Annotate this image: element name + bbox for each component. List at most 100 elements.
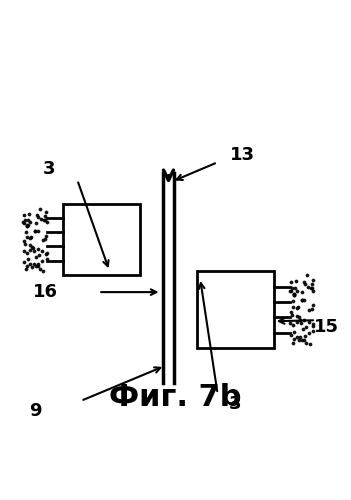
Point	[29, 263, 35, 271]
Point	[34, 211, 40, 219]
Point	[308, 284, 314, 292]
Point	[24, 228, 29, 235]
Point	[302, 332, 307, 340]
Point	[38, 214, 44, 222]
Point	[311, 320, 316, 328]
Point	[289, 284, 294, 292]
Point	[304, 272, 310, 280]
Point	[306, 330, 311, 338]
Point	[302, 316, 307, 324]
Point	[35, 227, 40, 235]
Point	[311, 286, 316, 294]
Point	[305, 282, 310, 290]
Point	[310, 302, 316, 310]
Point	[38, 204, 43, 212]
Text: 13: 13	[230, 146, 255, 164]
Point	[25, 222, 30, 230]
Point	[299, 288, 305, 296]
Point	[300, 324, 306, 332]
Point	[310, 322, 316, 330]
Point	[288, 278, 293, 286]
Point	[297, 316, 303, 324]
Point	[31, 260, 37, 268]
Point	[43, 208, 49, 216]
Point	[292, 284, 298, 292]
Point	[310, 276, 316, 283]
Point	[287, 318, 293, 326]
Point	[33, 220, 38, 228]
Point	[296, 314, 302, 322]
Point	[29, 242, 35, 250]
Point	[27, 234, 33, 242]
Point	[35, 212, 41, 220]
Point	[291, 290, 297, 298]
Point	[37, 266, 42, 274]
Point	[43, 212, 48, 220]
Point	[287, 286, 293, 294]
Point	[311, 327, 316, 335]
Point	[293, 277, 299, 285]
Point	[301, 278, 307, 286]
Point	[21, 247, 26, 255]
Bar	[63, 204, 140, 274]
Point	[25, 256, 31, 264]
Point	[306, 318, 312, 326]
Point	[294, 286, 300, 294]
Point	[288, 331, 294, 339]
Point	[298, 319, 304, 327]
Point	[27, 246, 33, 254]
Point	[309, 305, 315, 313]
Point	[294, 312, 300, 320]
Text: 15: 15	[314, 318, 339, 336]
Point	[39, 257, 45, 265]
Point	[39, 246, 45, 254]
Point	[291, 336, 297, 344]
Point	[31, 244, 36, 252]
Text: 3: 3	[229, 396, 241, 413]
Point	[303, 324, 309, 332]
Point	[27, 260, 33, 268]
Point	[41, 216, 47, 224]
Point	[25, 262, 30, 270]
Point	[302, 336, 307, 344]
Point	[33, 262, 39, 270]
Text: 9: 9	[29, 402, 41, 420]
Point	[22, 216, 28, 224]
Point	[44, 254, 49, 262]
Point	[35, 260, 41, 268]
Point	[292, 290, 297, 298]
Point	[24, 250, 29, 258]
Point	[28, 233, 34, 241]
Point	[20, 218, 26, 226]
Point	[310, 280, 315, 287]
Point	[300, 336, 305, 344]
Point	[289, 311, 295, 319]
Point	[294, 318, 299, 326]
Point	[27, 218, 33, 226]
Point	[22, 219, 27, 227]
Point	[28, 241, 33, 249]
Point	[40, 266, 46, 274]
Point	[24, 233, 29, 241]
Bar	[197, 271, 274, 348]
Point	[44, 249, 49, 257]
Point	[292, 328, 297, 336]
Point	[295, 303, 300, 311]
Point	[35, 262, 40, 270]
Point	[42, 235, 48, 243]
Point	[21, 210, 27, 218]
Point	[291, 302, 296, 310]
Point	[302, 280, 307, 288]
Point	[307, 306, 312, 314]
Point	[290, 338, 296, 346]
Point	[25, 221, 30, 229]
Text: Фиг. 7b: Фиг. 7b	[109, 383, 242, 412]
Point	[289, 288, 294, 296]
Point	[35, 244, 40, 252]
Point	[294, 332, 299, 340]
Point	[21, 258, 27, 266]
Point	[291, 321, 296, 329]
Point	[296, 336, 302, 344]
Point	[291, 290, 297, 298]
Point	[22, 240, 28, 248]
